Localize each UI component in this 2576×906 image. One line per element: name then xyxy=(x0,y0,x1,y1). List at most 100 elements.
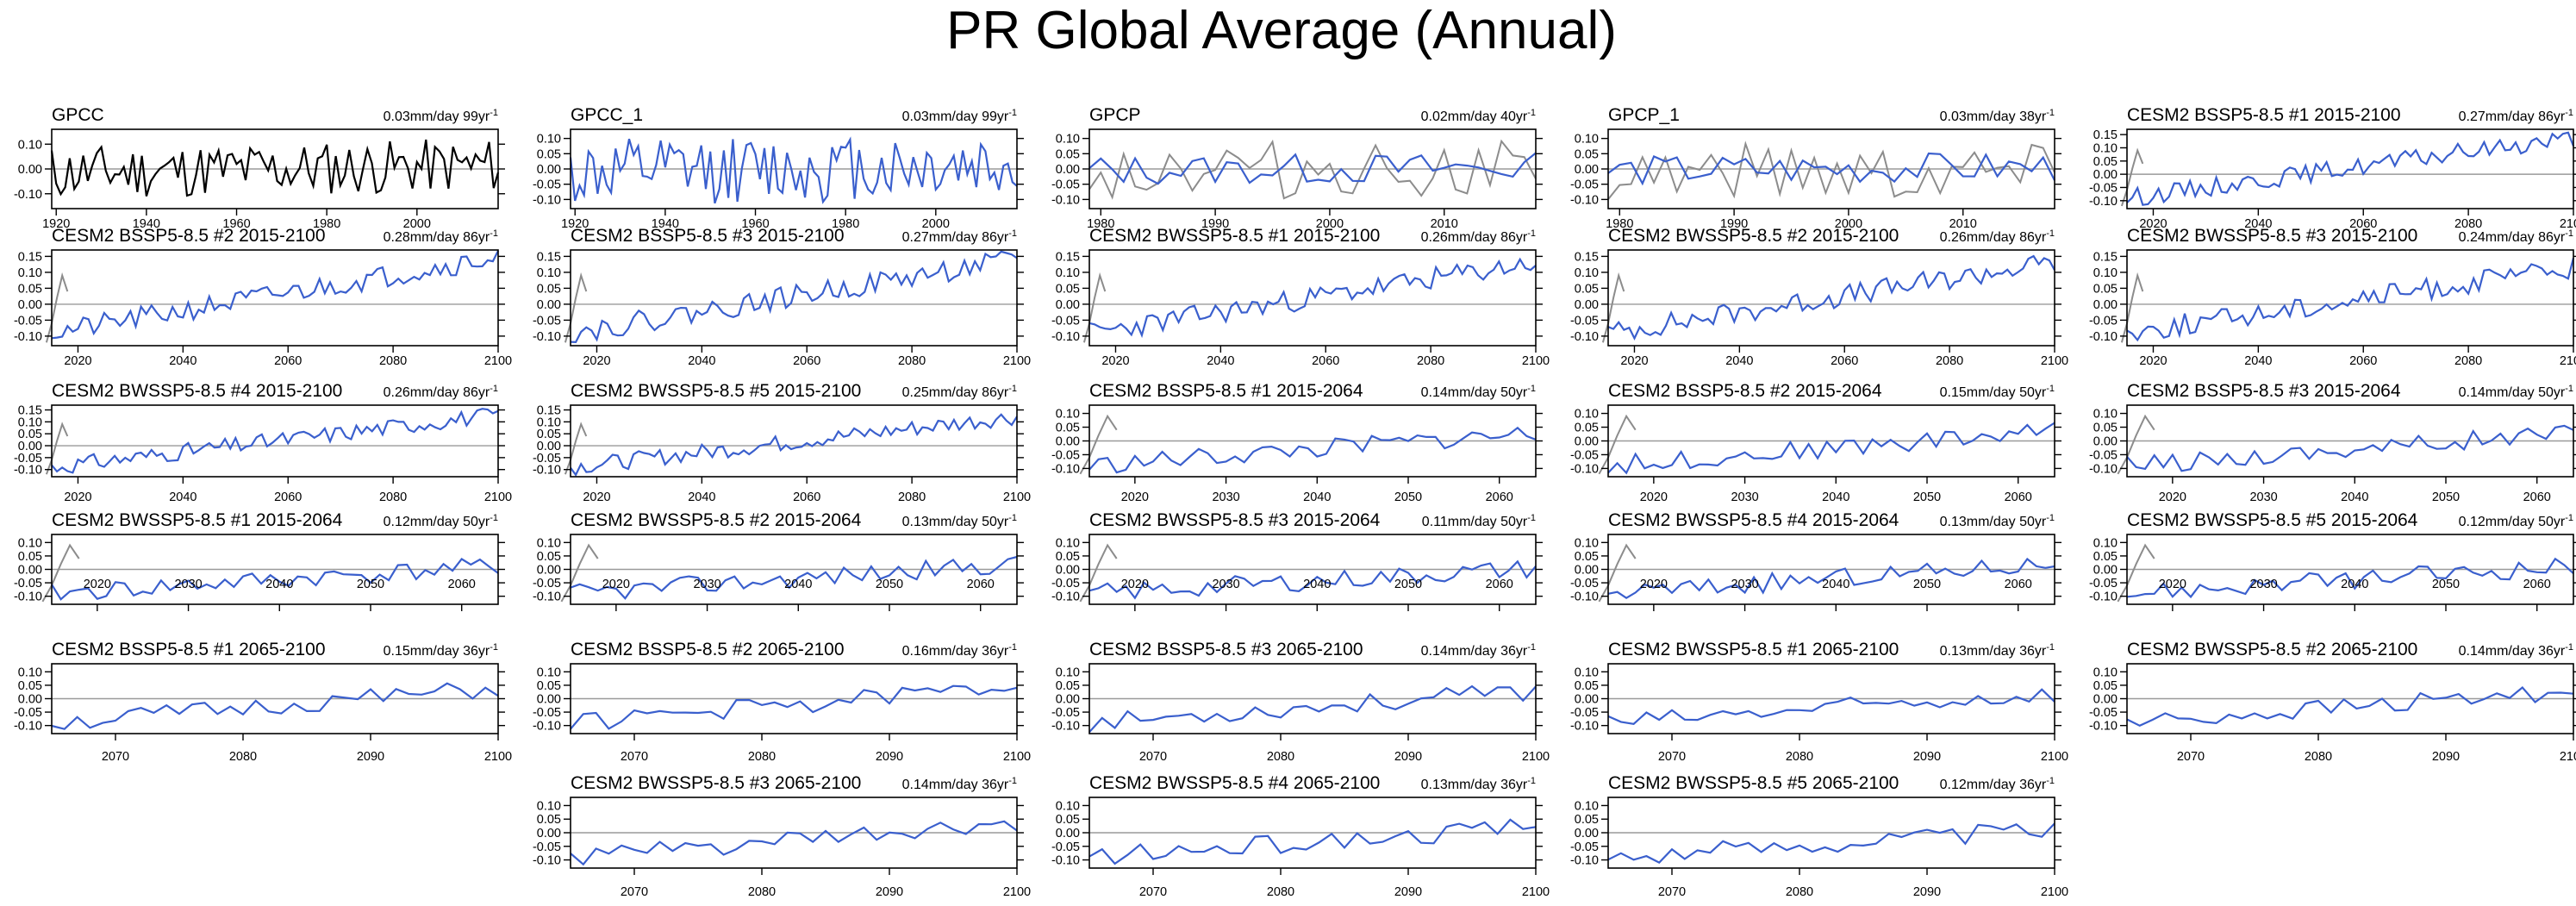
y-tick-label: 0.00 xyxy=(2093,435,2118,449)
x-tick-label: 2060 xyxy=(274,490,302,504)
y-tick-label: 0.05 xyxy=(1056,679,1080,693)
x-tick-label: 2040 xyxy=(688,490,715,504)
y-tick-label: -0.05 xyxy=(2089,448,2118,462)
series-line xyxy=(570,820,1018,866)
x-tick-label: 2060 xyxy=(2005,578,2032,591)
x-tick-label: 2090 xyxy=(876,885,903,899)
y-tick-label: 0.10 xyxy=(18,665,42,679)
panel-trend: 0.13mm/day 50yr-1 xyxy=(1940,513,2055,529)
x-tick-label: 2070 xyxy=(621,750,648,764)
plot-frame xyxy=(2126,128,2574,209)
y-tick-label: -0.05 xyxy=(533,178,561,192)
y-tick-label: 0.15 xyxy=(1575,250,1599,264)
reference-line xyxy=(1607,141,2055,200)
x-tick-label: 2020 xyxy=(1640,490,1668,504)
y-tick-label: 0.10 xyxy=(537,133,561,147)
y-tick-label: -0.10 xyxy=(533,193,561,207)
x-tick-label: 2100 xyxy=(2560,217,2576,231)
y-tick-label: 0.10 xyxy=(1056,799,1080,813)
x-tick-label: 2060 xyxy=(448,578,476,591)
panel-title: GPCC xyxy=(52,105,104,125)
plot-frame xyxy=(570,404,1018,478)
trend-exponent: -1 xyxy=(490,108,498,118)
y-tick-label: -0.10 xyxy=(1570,462,1599,476)
y-tick-label: -0.10 xyxy=(1570,193,1599,207)
trend-exponent: -1 xyxy=(1527,642,1536,653)
y-tick-label: 0.10 xyxy=(1575,799,1599,813)
series-line xyxy=(1088,426,1537,474)
spinup-line xyxy=(2120,272,2144,343)
x-tick-label: 2060 xyxy=(2523,490,2551,504)
y-tick-label: -0.10 xyxy=(2089,330,2118,344)
y-tick-label: 0.00 xyxy=(1056,435,1080,449)
spinup-line xyxy=(41,543,80,603)
x-tick-label: 2060 xyxy=(1486,490,1513,504)
x-tick-label: 2020 xyxy=(602,578,630,591)
y-tick-label: -0.10 xyxy=(533,854,561,868)
x-tick-label: 2040 xyxy=(784,578,812,591)
y-tick-label: 0.10 xyxy=(18,266,42,280)
y-tick-label: 0.05 xyxy=(1575,282,1599,296)
x-tick-label: 2020 xyxy=(84,578,111,591)
series-line xyxy=(51,682,499,730)
x-tick-label: 2080 xyxy=(898,354,926,368)
panel-trend: 0.12mm/day 36yr-1 xyxy=(1940,776,2055,792)
y-tick-label: -0.05 xyxy=(1051,178,1080,192)
trend-exponent: -1 xyxy=(2046,384,2055,394)
x-tick-label: 2000 xyxy=(403,217,431,231)
trend-exponent: -1 xyxy=(1008,384,1017,394)
y-tick-label: 0.00 xyxy=(1575,435,1599,449)
series-line xyxy=(1607,254,2055,341)
y-tick-label: 0.00 xyxy=(18,693,42,707)
x-tick-label: 2030 xyxy=(1212,490,1239,504)
y-tick-label: 0.05 xyxy=(2093,282,2118,296)
x-tick-label: 2030 xyxy=(1731,490,1758,504)
x-tick-label: 2020 xyxy=(1121,578,1149,591)
y-tick-label: -0.10 xyxy=(2089,462,2118,476)
x-tick-label: 2030 xyxy=(2249,490,2277,504)
chart-panel-25: CESM2 BWSSP5-8.5 #2 2065-2100 0.14mm/day … xyxy=(2089,640,2576,764)
y-tick-label: 0.10 xyxy=(537,799,561,813)
panel-title: CESM2 BWSSP5-8.5 #3 2065-2100 xyxy=(571,773,861,793)
panel-trend: 0.15mm/day 36yr-1 xyxy=(384,642,498,659)
x-tick-label: 1960 xyxy=(222,217,250,231)
x-tick-label: 2020 xyxy=(64,354,91,368)
y-tick-label: -0.05 xyxy=(1570,448,1599,462)
plot-frame xyxy=(51,404,499,478)
y-tick-label: -0.05 xyxy=(2089,181,2118,195)
trend-exponent: -1 xyxy=(1527,513,1536,523)
panel-trend: 0.14mm/day 50yr-1 xyxy=(2459,384,2573,400)
x-tick-label: 2100 xyxy=(2041,885,2068,899)
chart-panel-1: GPCC 0.03mm/day 99yr-1 0.10 0.00 -0.10 1920 19… xyxy=(14,105,505,231)
x-tick-label: 2020 xyxy=(583,354,610,368)
x-tick-label: 1980 xyxy=(313,217,340,231)
y-tick-label: 0.00 xyxy=(1575,564,1599,578)
x-tick-label: 2030 xyxy=(174,578,202,591)
x-tick-label: 2000 xyxy=(922,217,950,231)
y-tick-label: -0.05 xyxy=(2089,314,2118,328)
y-tick-label: 0.00 xyxy=(537,298,561,312)
y-tick-label: -0.05 xyxy=(14,314,42,328)
y-tick-label: 0.05 xyxy=(537,813,561,827)
panel-trend: 0.03mm/day 99yr-1 xyxy=(902,108,1017,124)
x-tick-label: 2100 xyxy=(1003,354,1031,368)
plot-frame xyxy=(2126,249,2574,347)
y-tick-label: 0.10 xyxy=(2093,408,2118,422)
y-tick-label: 0.10 xyxy=(1056,266,1080,280)
y-tick-label: -0.10 xyxy=(1051,720,1080,734)
spinup-line xyxy=(1598,543,1637,603)
panel-trend: 0.11mm/day 50yr-1 xyxy=(1422,513,1536,529)
x-tick-label: 2090 xyxy=(1913,750,1941,764)
y-tick-label: 0.00 xyxy=(2093,168,2118,182)
y-tick-label: -0.05 xyxy=(533,314,561,328)
y-tick-label: 0.10 xyxy=(1575,266,1599,280)
x-tick-label: 1990 xyxy=(1201,217,1229,231)
panel-trend: 0.26mm/day 86yr-1 xyxy=(384,384,498,400)
y-tick-label: -0.10 xyxy=(14,590,42,604)
x-tick-label: 2050 xyxy=(2432,578,2460,591)
trend-exponent: -1 xyxy=(1008,228,1017,239)
x-tick-label: 2080 xyxy=(229,750,257,764)
x-tick-label: 2100 xyxy=(484,354,512,368)
trend-exponent: -1 xyxy=(2046,108,2055,118)
y-tick-label: -0.05 xyxy=(533,840,561,854)
